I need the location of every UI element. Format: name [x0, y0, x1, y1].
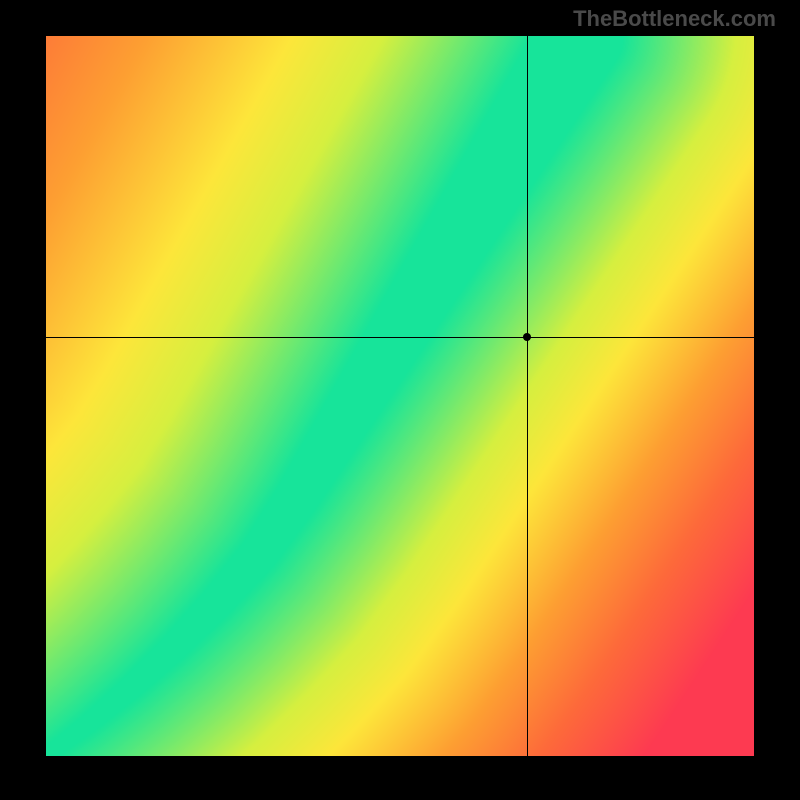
heatmap-canvas [46, 36, 754, 756]
crosshair-horizontal [46, 337, 754, 338]
watermark-text: TheBottleneck.com [573, 6, 776, 32]
crosshair-marker [523, 333, 531, 341]
plot-area [46, 36, 754, 756]
crosshair-vertical [527, 36, 528, 756]
